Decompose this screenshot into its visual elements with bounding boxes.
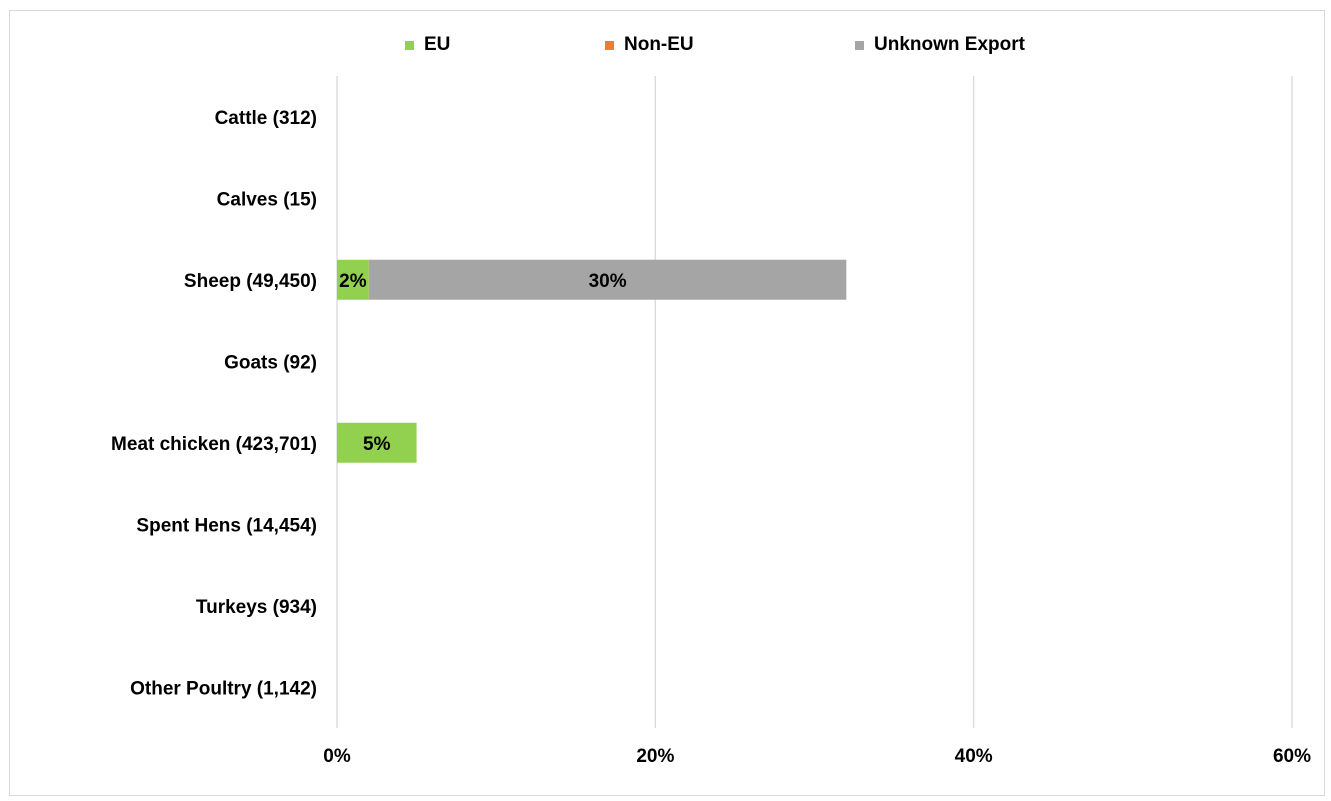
category-label: Cattle (312): [215, 108, 317, 129]
x-tick-label: 0%: [323, 746, 351, 767]
legend-item-eu: EU: [405, 34, 450, 56]
bar-eu: [337, 422, 417, 463]
data-label: 2%: [339, 271, 367, 292]
x-tick-label: 20%: [636, 746, 674, 767]
x-tick-label: 40%: [955, 746, 993, 767]
x-tick-label: 60%: [1273, 746, 1311, 767]
bar-eu: [337, 259, 369, 300]
data-label: 30%: [589, 271, 627, 292]
legend-label-eu: EU: [424, 34, 451, 55]
chart-legend: EU Non-EU Unknown Export: [0, 34, 1331, 60]
category-label: Turkeys (934): [196, 597, 317, 618]
legend-label-unknown-export: Unknown Export: [874, 34, 1025, 55]
data-label: 5%: [363, 434, 391, 455]
legend-item-unknown-export: Unknown Export: [855, 34, 1025, 56]
legend-item-non-eu: Non-EU: [605, 34, 694, 56]
category-label: Meat chicken (423,701): [111, 434, 317, 455]
category-label: Spent Hens (14,454): [136, 515, 317, 536]
legend-swatch-eu: [405, 40, 414, 50]
category-label: Goats (92): [224, 352, 317, 373]
bar-unknown-export: [368, 259, 847, 300]
legend-label-non-eu: Non-EU: [624, 34, 694, 55]
chart-frame: [9, 10, 1325, 796]
legend-swatch-unknown-export: [855, 40, 864, 50]
category-label: Other Poultry (1,142): [130, 678, 317, 699]
legend-swatch-non-eu: [605, 40, 614, 50]
category-label: Sheep (49,450): [184, 271, 317, 292]
category-label: Calves (15): [217, 189, 317, 210]
